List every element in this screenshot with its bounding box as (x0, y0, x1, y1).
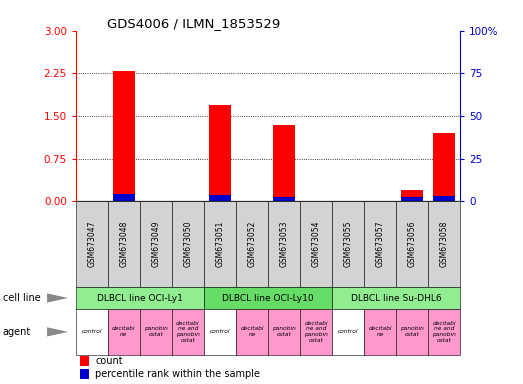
Bar (396, 309, 428, 354)
Bar (273, 125, 295, 202)
Bar (332, 287, 460, 309)
Bar (209, 195, 231, 202)
Text: GSM673052: GSM673052 (247, 221, 256, 267)
Bar (236, 202, 268, 287)
Bar (204, 287, 332, 309)
Text: GSM673050: GSM673050 (184, 221, 192, 267)
Text: GSM673057: GSM673057 (376, 221, 384, 267)
Bar (79, 369, 89, 379)
Bar (428, 202, 460, 287)
Text: cell line: cell line (3, 293, 40, 303)
Bar (204, 309, 236, 354)
Bar (268, 202, 300, 287)
Text: GSM673054: GSM673054 (312, 221, 321, 267)
Text: control: control (338, 329, 358, 334)
Bar (428, 309, 460, 354)
Text: count: count (95, 356, 123, 366)
Bar (76, 202, 108, 287)
Bar (112, 71, 135, 202)
Text: DLBCL line Su-DHL6: DLBCL line Su-DHL6 (351, 293, 441, 303)
Bar (273, 197, 295, 202)
Text: panobin
ostat: panobin ostat (400, 326, 424, 337)
Text: decitabi
ne: decitabi ne (240, 326, 264, 337)
Bar (364, 202, 396, 287)
Bar (209, 105, 231, 202)
Bar (268, 309, 300, 354)
Bar (76, 287, 204, 309)
Text: GSM673051: GSM673051 (215, 221, 224, 267)
Text: control: control (82, 329, 102, 334)
Text: GDS4006 / ILMN_1853529: GDS4006 / ILMN_1853529 (107, 17, 280, 30)
Text: decitabi
ne and
panobin
ostat: decitabi ne and panobin ostat (433, 321, 456, 343)
Text: GSM673053: GSM673053 (280, 221, 289, 267)
Bar (236, 309, 268, 354)
Polygon shape (47, 327, 68, 336)
Text: GSM673055: GSM673055 (344, 221, 353, 267)
Bar (172, 309, 204, 354)
Bar (108, 309, 140, 354)
Text: GSM673047: GSM673047 (87, 221, 96, 267)
Text: DLBCL line OCI-Ly1: DLBCL line OCI-Ly1 (97, 293, 183, 303)
Bar (204, 202, 236, 287)
Bar (396, 202, 428, 287)
Bar (300, 202, 332, 287)
Bar (140, 309, 172, 354)
Bar (332, 202, 364, 287)
Text: panobin
ostat: panobin ostat (144, 326, 168, 337)
Text: control: control (210, 329, 230, 334)
Bar (433, 133, 456, 202)
Text: decitabi
ne: decitabi ne (112, 326, 135, 337)
Bar (300, 309, 332, 354)
Bar (140, 202, 172, 287)
Text: decitabi
ne: decitabi ne (368, 326, 392, 337)
Text: GSM673056: GSM673056 (408, 221, 417, 267)
Bar (401, 190, 424, 202)
Polygon shape (47, 293, 68, 303)
Bar (364, 309, 396, 354)
Text: DLBCL line OCI-Ly10: DLBCL line OCI-Ly10 (222, 293, 314, 303)
Text: panobin
ostat: panobin ostat (272, 326, 296, 337)
Text: decitabi
ne and
panobin
ostat: decitabi ne and panobin ostat (176, 321, 200, 343)
Bar (401, 197, 424, 202)
Bar (172, 202, 204, 287)
Text: GSM673049: GSM673049 (152, 221, 161, 267)
Bar (76, 309, 108, 354)
Bar (108, 202, 140, 287)
Bar (433, 196, 456, 202)
Text: decitabi
ne and
panobin
ostat: decitabi ne and panobin ostat (304, 321, 328, 343)
Text: GSM673058: GSM673058 (440, 221, 449, 267)
Text: percentile rank within the sample: percentile rank within the sample (95, 369, 260, 379)
Text: GSM673048: GSM673048 (119, 221, 128, 267)
Bar (79, 356, 89, 366)
Bar (112, 194, 135, 202)
Text: agent: agent (3, 327, 31, 337)
Bar (332, 309, 364, 354)
